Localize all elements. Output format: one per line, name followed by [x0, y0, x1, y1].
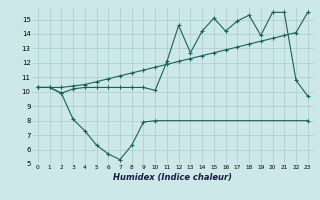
X-axis label: Humidex (Indice chaleur): Humidex (Indice chaleur)	[113, 173, 232, 182]
